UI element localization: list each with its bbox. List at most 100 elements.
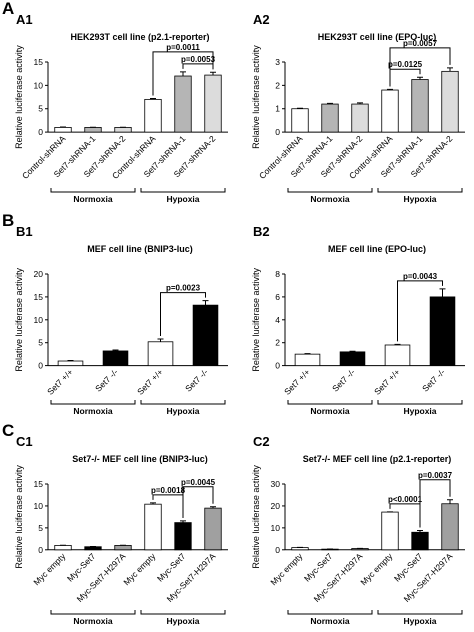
bar <box>441 70 459 133</box>
group-label: Normoxia <box>310 194 349 204</box>
group-bracket <box>377 400 463 405</box>
error-bar <box>180 520 186 523</box>
error-bar <box>357 102 363 105</box>
bar <box>114 545 132 551</box>
group-bracket <box>50 188 136 193</box>
group-label: Normoxia <box>310 616 349 626</box>
significance-bracket <box>152 51 214 96</box>
bar <box>381 511 399 551</box>
bar <box>339 351 366 366</box>
significance-label: p=0.0023 <box>166 284 201 293</box>
y-tick-label: 30 <box>271 479 281 489</box>
group-bracket <box>287 188 373 193</box>
panel-label: A2 <box>253 12 270 27</box>
y-tick-label: 0 <box>38 545 43 555</box>
group-label: Hypoxia <box>166 616 199 626</box>
error-bar <box>349 350 356 352</box>
bar <box>429 296 456 366</box>
y-tick-label: 5 <box>38 523 43 533</box>
group-label: Normoxia <box>73 616 112 626</box>
error-bar <box>210 71 216 76</box>
y-tick-label: 5 <box>38 338 43 348</box>
error-bar <box>150 97 156 100</box>
significance-label: p=0.0057 <box>403 39 438 48</box>
y-tick-label: 10 <box>271 523 281 533</box>
x-tick-label: Myc empty <box>358 551 395 588</box>
y-tick-label: 20 <box>271 501 281 511</box>
panel-title: Set7-/- MEF cell line (BNIP3-luc) <box>72 454 208 464</box>
y-tick-label: 4 <box>275 315 280 325</box>
x-tick-label: Set7 -/- <box>420 367 447 394</box>
error-bar <box>447 499 453 504</box>
group-bracket <box>50 400 136 405</box>
panel-label: C1 <box>16 434 33 449</box>
y-tick-label: 20 <box>34 269 44 279</box>
bar <box>114 127 132 133</box>
bar <box>411 531 429 551</box>
group-label: Normoxia <box>310 406 349 416</box>
group-label: Hypoxia <box>166 194 199 204</box>
y-axis-label: Relative luciferase activity <box>251 45 261 149</box>
error-bar <box>180 71 186 77</box>
significance-label: p=0.0125 <box>388 60 423 69</box>
panel-title: HEK293T cell line (EPO-luc) <box>318 32 437 42</box>
group-bracket <box>140 400 226 405</box>
bar <box>54 127 72 133</box>
group-bracket <box>140 610 226 615</box>
x-tick-label: Set7 -/- <box>330 367 357 394</box>
y-axis-label: Relative luciferase activity <box>251 465 261 569</box>
bar <box>102 350 129 367</box>
x-tick-label: Set7 +/+ <box>282 367 312 397</box>
error-bar <box>439 288 446 297</box>
significance-label: p=0.0053 <box>181 55 216 64</box>
y-tick-label: 3 <box>275 57 280 67</box>
y-tick-label: 10 <box>34 501 44 511</box>
bar <box>384 344 411 366</box>
y-axis-label: Relative luciferase activity <box>14 465 24 569</box>
significance-bracket <box>182 63 214 70</box>
y-tick-label: 0 <box>275 545 280 555</box>
y-tick-label: 0 <box>38 361 43 371</box>
bar <box>294 353 321 366</box>
group-label: Normoxia <box>73 406 112 416</box>
y-tick-label: 6 <box>275 292 280 302</box>
error-bar <box>112 349 119 351</box>
significance-label: p=0.0043 <box>403 272 438 281</box>
error-bar <box>447 67 453 72</box>
y-tick-label: 0 <box>275 127 280 137</box>
y-tick-label: 0 <box>38 127 43 137</box>
y-tick-label: 10 <box>34 80 44 90</box>
bar <box>147 341 174 366</box>
group-bracket <box>287 400 373 405</box>
y-axis-label: Relative luciferase activity <box>251 268 261 372</box>
error-bar <box>157 338 164 342</box>
error-bar <box>417 76 423 80</box>
group-bracket <box>287 610 373 615</box>
significance-bracket <box>419 479 451 528</box>
group-bracket <box>377 188 463 193</box>
bar <box>174 522 192 551</box>
x-tick-label: Set7 +/+ <box>135 367 165 397</box>
error-bar <box>304 353 311 355</box>
x-tick-label: Set7 +/+ <box>372 367 402 397</box>
significance-label: p=0.0037 <box>418 471 453 480</box>
y-tick-label: 10 <box>34 315 44 325</box>
significance-label: p=0.0018 <box>151 486 186 495</box>
bar <box>321 103 339 133</box>
bar <box>204 507 222 551</box>
bar <box>204 74 222 133</box>
y-tick-label: 2 <box>275 80 280 90</box>
error-bar <box>327 102 333 105</box>
y-tick-label: 2 <box>275 338 280 348</box>
panel-label: C2 <box>253 434 270 449</box>
error-bar <box>387 88 393 91</box>
x-tick-label: Set7 +/+ <box>45 367 75 397</box>
y-tick-label: 15 <box>34 479 44 489</box>
panel-label: B1 <box>16 224 33 239</box>
group-label: Normoxia <box>73 194 112 204</box>
y-tick-label: 15 <box>34 57 44 67</box>
x-tick-label: Myc empty <box>268 551 305 588</box>
y-tick-label: 8 <box>275 269 280 279</box>
y-tick-label: 15 <box>34 292 44 302</box>
